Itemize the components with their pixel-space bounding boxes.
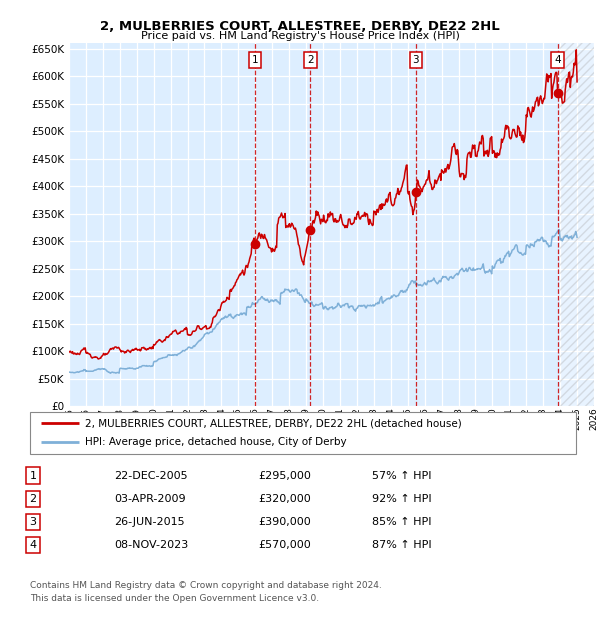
Bar — [560, 43, 594, 406]
Text: £390,000: £390,000 — [258, 517, 311, 527]
Text: 03-APR-2009: 03-APR-2009 — [114, 494, 185, 504]
Text: 2: 2 — [29, 494, 37, 504]
Text: Contains HM Land Registry data © Crown copyright and database right 2024.: Contains HM Land Registry data © Crown c… — [30, 581, 382, 590]
Text: 4: 4 — [554, 55, 561, 64]
Text: 85% ↑ HPI: 85% ↑ HPI — [372, 517, 431, 527]
Text: 1: 1 — [251, 55, 258, 64]
Text: 57% ↑ HPI: 57% ↑ HPI — [372, 471, 431, 480]
Text: 26-JUN-2015: 26-JUN-2015 — [114, 517, 185, 527]
Text: This data is licensed under the Open Government Licence v3.0.: This data is licensed under the Open Gov… — [30, 593, 319, 603]
Text: 2, MULBERRIES COURT, ALLESTREE, DERBY, DE22 2HL: 2, MULBERRIES COURT, ALLESTREE, DERBY, D… — [100, 20, 500, 33]
Text: 4: 4 — [29, 540, 37, 550]
Text: 22-DEC-2005: 22-DEC-2005 — [114, 471, 188, 480]
Text: 3: 3 — [413, 55, 419, 64]
Text: 1: 1 — [29, 471, 37, 480]
Bar — [560, 43, 594, 406]
Text: £570,000: £570,000 — [258, 540, 311, 550]
Text: £295,000: £295,000 — [258, 471, 311, 480]
Text: Price paid vs. HM Land Registry's House Price Index (HPI): Price paid vs. HM Land Registry's House … — [140, 31, 460, 41]
Text: HPI: Average price, detached house, City of Derby: HPI: Average price, detached house, City… — [85, 438, 346, 448]
Text: 3: 3 — [29, 517, 37, 527]
Text: £320,000: £320,000 — [258, 494, 311, 504]
Text: 2, MULBERRIES COURT, ALLESTREE, DERBY, DE22 2HL (detached house): 2, MULBERRIES COURT, ALLESTREE, DERBY, D… — [85, 418, 461, 428]
Text: 92% ↑ HPI: 92% ↑ HPI — [372, 494, 431, 504]
Text: 87% ↑ HPI: 87% ↑ HPI — [372, 540, 431, 550]
Text: 08-NOV-2023: 08-NOV-2023 — [114, 540, 188, 550]
Text: 2: 2 — [307, 55, 314, 64]
